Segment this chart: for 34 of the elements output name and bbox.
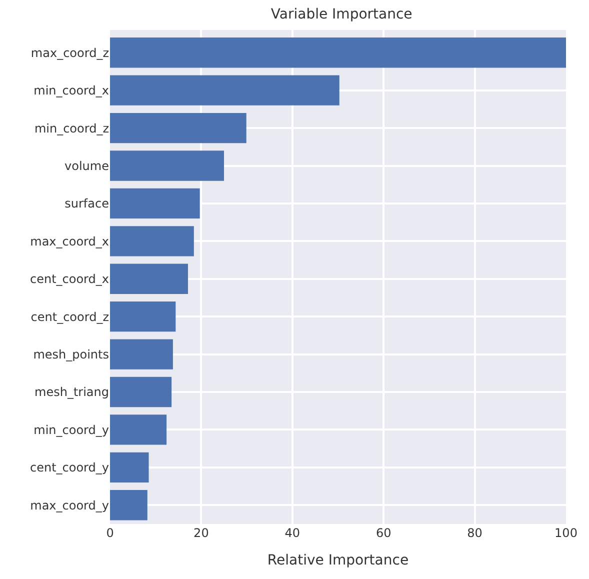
x-axis-title: Relative Importance: [267, 552, 409, 568]
y-tick-label: volume: [64, 158, 109, 173]
y-tick-label: cent_coord_y: [30, 460, 109, 475]
y-tick-label: min_coord_x: [34, 84, 109, 98]
bar: [110, 414, 167, 445]
y-tick-label: max_coord_y: [30, 498, 109, 512]
bar: [110, 264, 188, 294]
y-tick-label: max_coord_z: [30, 46, 109, 60]
bar: [110, 38, 566, 68]
y-tick-label: surface: [64, 196, 109, 211]
y-tick-label: mesh_triang: [34, 385, 109, 400]
x-tick-label: 40: [284, 526, 300, 540]
y-tick-label: min_coord_z: [34, 121, 109, 136]
x-tick-label: 0: [106, 526, 114, 540]
bar: [110, 112, 246, 144]
bar: [110, 302, 176, 332]
bar: [110, 150, 224, 181]
x-tick-label: 100: [554, 526, 578, 540]
x-tick-label: 20: [194, 526, 209, 540]
y-tick-label: cent_coord_z: [30, 310, 109, 324]
y-tick-label: max_coord_x: [30, 234, 109, 248]
bar: [110, 188, 200, 219]
bar: [110, 75, 340, 106]
y-tick-label: min_coord_y: [34, 422, 109, 437]
chart-title: Variable Importance: [270, 6, 412, 22]
bar: [110, 339, 173, 370]
y-tick-label: mesh_points: [33, 348, 109, 362]
y-tick-label: cent_coord_x: [30, 272, 109, 286]
bar: [110, 226, 194, 256]
x-tick-label: 80: [467, 526, 482, 540]
bar: [110, 490, 148, 520]
bar: [110, 376, 172, 408]
bar: [110, 452, 149, 483]
x-tick-label: 60: [376, 526, 392, 540]
